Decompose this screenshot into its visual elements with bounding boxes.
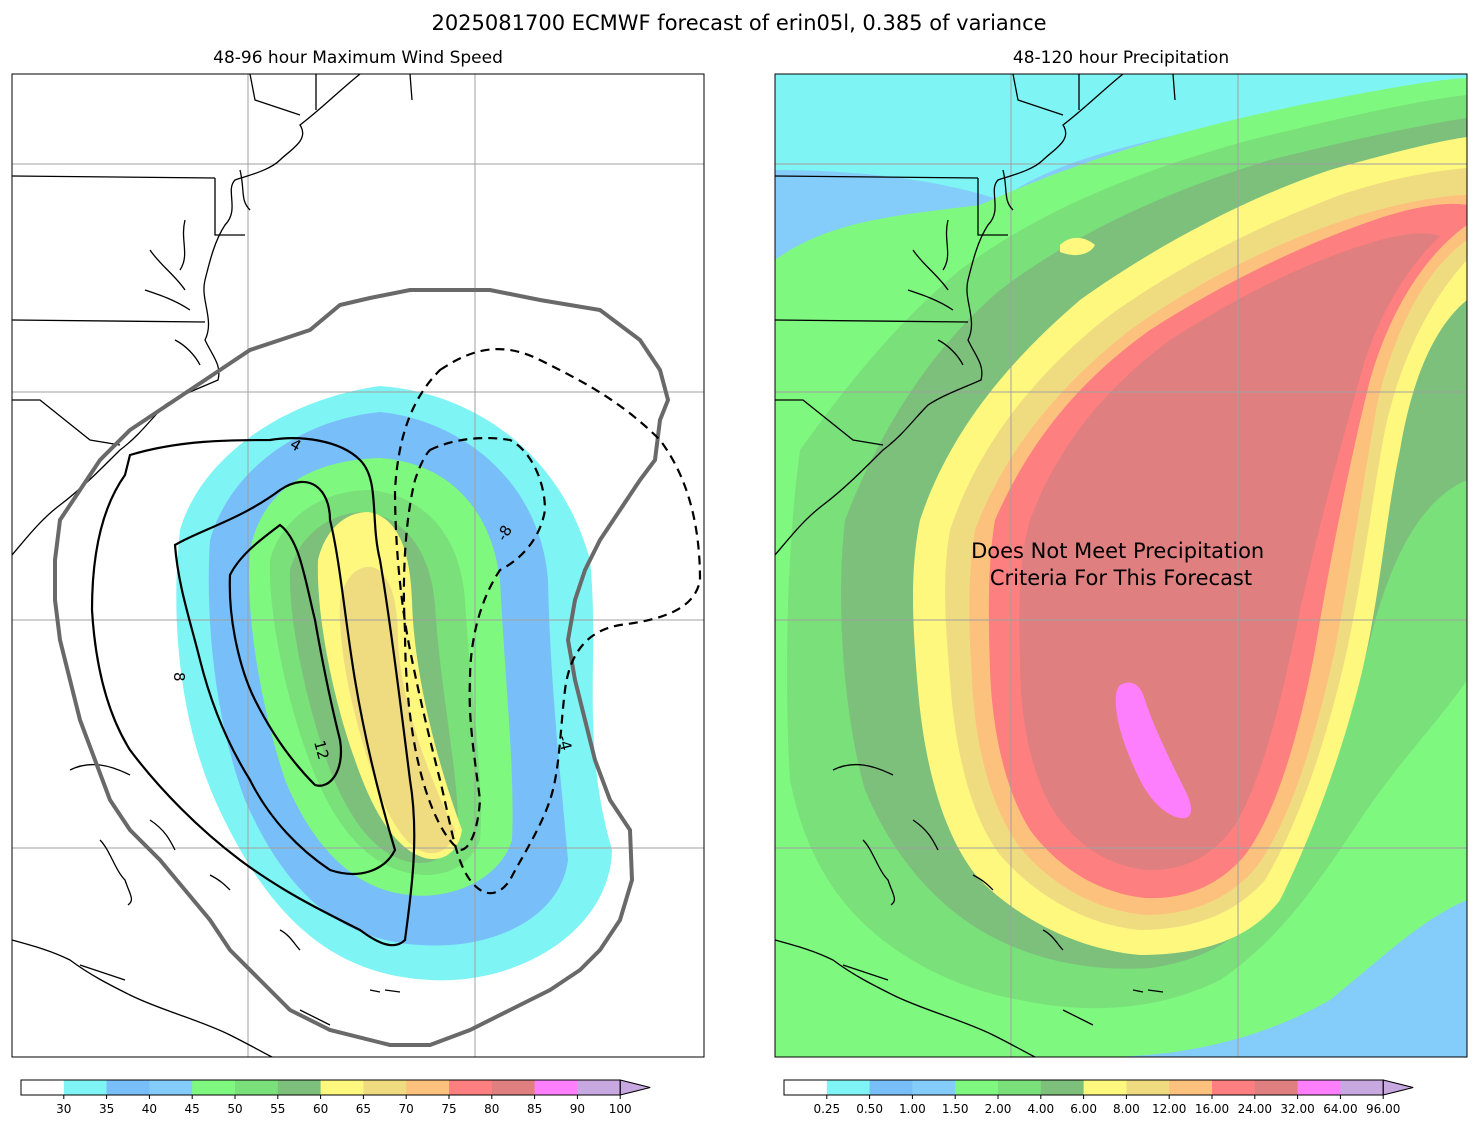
colorbar-segment: [449, 1080, 493, 1095]
left-coastlines: [12, 74, 413, 1057]
colorbar-tick-label: 4.00: [1027, 1102, 1054, 1116]
colorbar-segment: [784, 1080, 828, 1095]
right-gridlines: [775, 74, 1467, 1057]
precip-band-magenta: [1115, 682, 1192, 819]
colorbar-segment: [1297, 1080, 1341, 1095]
solid-contour-outer: [90, 437, 416, 947]
colorbar-segment: [491, 1080, 536, 1095]
colorbar-segment: [1340, 1080, 1384, 1095]
precip-criteria-note: Does Not Meet Precipitation Criteria For…: [971, 539, 1271, 590]
contour-label-neg4: -4: [554, 733, 575, 752]
right-coastlines: [775, 74, 1176, 1057]
precip-colorbar: 0.25 0.50 1.00 1.50 2.00 4.00 6.00 8.00 12.00 16.…: [783, 1079, 1414, 1116]
colorbar-segment: [869, 1080, 913, 1095]
colorbar-tick-label: 32.00: [1280, 1102, 1314, 1116]
colorbar-segment: [320, 1080, 364, 1095]
colorbar-segment: [1169, 1080, 1213, 1095]
contour-label-12: 12: [310, 738, 332, 761]
colorbar-tick-label: 6.00: [1070, 1102, 1097, 1116]
colorbar-tick-label: 80: [484, 1102, 499, 1116]
colorbar-segment: [363, 1080, 407, 1095]
colorbar-segment: [1212, 1080, 1256, 1095]
colorbar-tick-label: 8.00: [1113, 1102, 1140, 1116]
colorbar-segment: [826, 1080, 871, 1095]
wind-speed-map: 4 8 12 -8 -4: [11, 73, 705, 1058]
colorbar-tick-label: 100: [609, 1102, 632, 1116]
colorbar-tick-label: 64.00: [1323, 1102, 1357, 1116]
colorbar-tick-label: 70: [399, 1102, 414, 1116]
colorbar-tick-label: 0.50: [856, 1102, 883, 1116]
contour-label-8: 8: [170, 672, 188, 682]
colorbar-extend-arrow: [1382, 1079, 1414, 1096]
right-map-frame: [774, 73, 1468, 1058]
colorbar-segment: [955, 1080, 999, 1095]
colorbar-segment: [1040, 1080, 1085, 1095]
colorbar-tick-label: 90: [570, 1102, 585, 1116]
colorbar-tick-label: 85: [527, 1102, 542, 1116]
colorbar-extend-arrow: [619, 1079, 651, 1096]
left-map-frame: [11, 73, 705, 1058]
colorbar-segment: [149, 1080, 193, 1095]
right-panel-title: 48-120 hour Precipitation: [1013, 48, 1229, 68]
wind-colorbar: 30 35 40 45 50 55 60 65 70 75 80 85 90 100: [20, 1079, 651, 1116]
colorbar-tick-label: 24.00: [1238, 1102, 1272, 1116]
solid-contour-mid: [173, 480, 397, 875]
colorbar-segment: [192, 1080, 236, 1095]
colorbar-segment: [577, 1080, 621, 1095]
left-gridlines: [12, 74, 704, 1057]
colorbar-segment: [1126, 1080, 1170, 1095]
left-contours: [53, 288, 702, 1047]
colorbar-segment: [1254, 1080, 1299, 1095]
colorbar-segment: [534, 1080, 578, 1095]
precip-band-cyan: [775, 74, 1467, 200]
colorbar-tick-label: 96.00: [1366, 1102, 1400, 1116]
colorbar-tick-label: 2.00: [985, 1102, 1012, 1116]
colorbar-tick-label: 60: [313, 1102, 328, 1116]
colorbar-segment: [21, 1080, 65, 1095]
left-panel-title: 48-96 hour Maximum Wind Speed: [213, 48, 503, 68]
colorbar-tick-label: 75: [441, 1102, 456, 1116]
gray-envelope-contour: [53, 288, 671, 1047]
precip-band-lowgreen: [1060, 237, 1095, 256]
colorbar-segment: [235, 1080, 279, 1095]
dashed-contour: [393, 348, 702, 895]
precipitation-fill: [775, 74, 1467, 1057]
colorbar-segment: [106, 1080, 150, 1095]
precip-note-line-2: Criteria For This Forecast: [990, 566, 1252, 590]
colorbar-tick-label: 40: [142, 1102, 157, 1116]
colorbar-tick-label: 16.00: [1195, 1102, 1229, 1116]
colorbar-tick-label: 12.00: [1152, 1102, 1186, 1116]
colorbar-tick-label: 30: [56, 1102, 71, 1116]
wind-band-tan: [339, 566, 455, 854]
colorbar-segment: [912, 1080, 956, 1095]
colorbar-segment: [998, 1080, 1042, 1095]
colorbar-tick-label: 35: [99, 1102, 114, 1116]
colorbar-segment: [277, 1080, 322, 1095]
colorbar-segment: [406, 1080, 450, 1095]
colorbar-tick-label: 65: [356, 1102, 371, 1116]
precip-note-line-1: Does Not Meet Precipitation: [971, 539, 1264, 563]
figure-title: 2025081700 ECMWF forecast of erin05l, 0.…: [431, 11, 1046, 35]
colorbar-tick-label: 1.50: [942, 1102, 969, 1116]
colorbar-tick-label: 55: [270, 1102, 285, 1116]
colorbar-segment: [63, 1080, 108, 1095]
colorbar-tick-label: 50: [227, 1102, 242, 1116]
colorbar-tick-label: 45: [185, 1102, 200, 1116]
colorbar-segment: [1083, 1080, 1127, 1095]
colorbar-tick-label: 0.25: [813, 1102, 840, 1116]
precipitation-map: Does Not Meet Precipitation Criteria For…: [774, 73, 1468, 1058]
colorbar-tick-label: 1.00: [899, 1102, 926, 1116]
dashed-contour-inner: [402, 436, 547, 852]
solid-contour-inner: [228, 523, 343, 787]
